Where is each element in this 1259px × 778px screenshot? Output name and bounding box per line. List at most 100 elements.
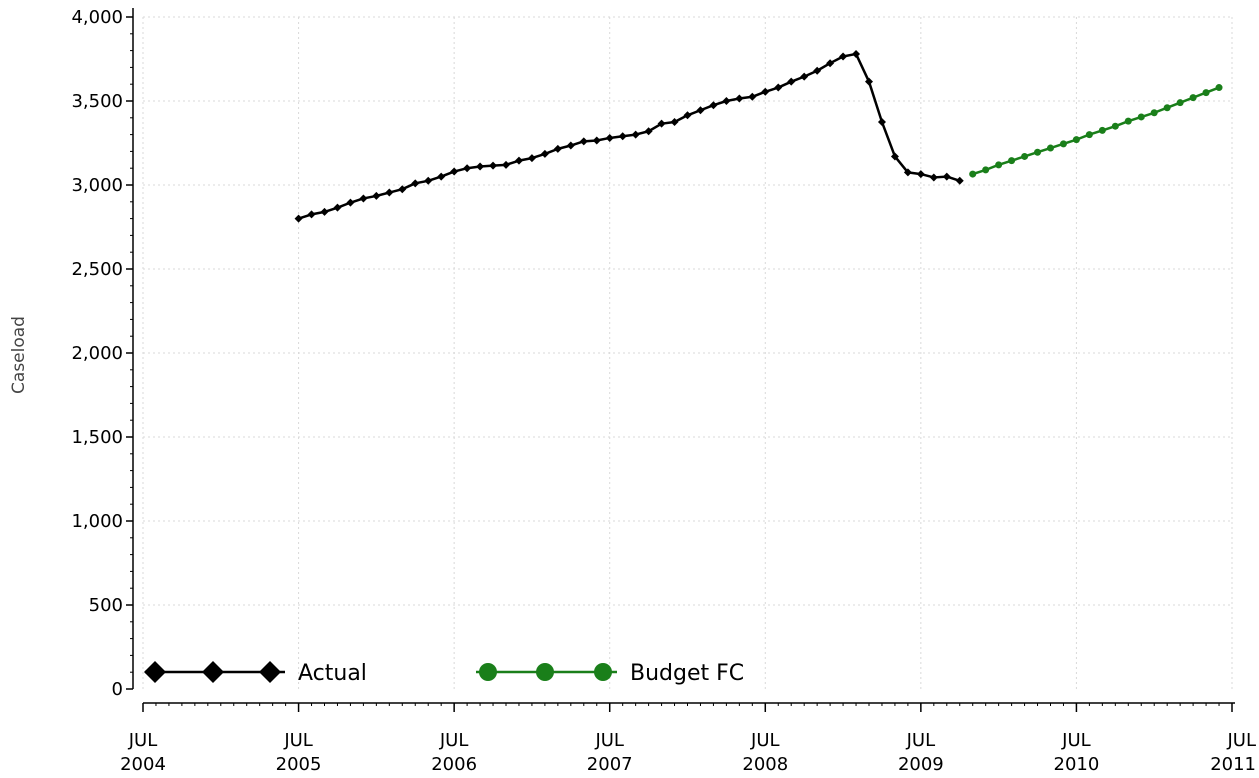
legend: Actual Budget FC: [144, 661, 744, 686]
data-point: [398, 185, 407, 194]
legend-marker: [536, 663, 554, 681]
data-point: [540, 149, 549, 158]
x-tick-label-month: JUL: [1061, 730, 1091, 751]
data-point: [774, 83, 783, 92]
data-point: [294, 214, 303, 223]
data-point: [372, 191, 381, 200]
data-point: [527, 154, 536, 163]
data-point: [852, 49, 861, 58]
y-axis-ticks: 0 500 1,000 1,500 2,000 2,500 3,000 3,500 4,000: [71, 7, 133, 700]
data-point: [579, 137, 588, 146]
data-point: [683, 111, 692, 120]
data-point: [839, 52, 848, 61]
data-point: [553, 144, 562, 153]
data-point: [1059, 140, 1067, 148]
data-point: [1034, 148, 1042, 156]
data-point: [1202, 89, 1210, 97]
data-point: [1085, 131, 1093, 139]
data-point: [722, 97, 731, 105]
data-point: [1124, 117, 1132, 125]
data-point: [385, 188, 394, 197]
data-point: [1150, 109, 1158, 117]
x-tick-label-month: JUL: [906, 730, 936, 751]
data-point: [982, 166, 990, 174]
data-point: [942, 172, 951, 181]
data-point: [1163, 104, 1171, 112]
data-point: [800, 72, 809, 81]
x-tick-label-year: 2006: [431, 754, 477, 775]
data-point: [437, 172, 446, 181]
data-point: [916, 170, 925, 179]
y-tick-label: 1,000: [71, 511, 123, 532]
legend-label: Budget FC: [630, 661, 744, 686]
x-tick-label-year: 2009: [898, 754, 944, 775]
x-tick-label-month: JUL: [283, 730, 313, 751]
series-actual: [294, 49, 964, 223]
data-point: [618, 132, 627, 141]
data-point: [463, 164, 472, 173]
legend-item: Actual: [144, 661, 367, 686]
data-point: [1189, 94, 1197, 102]
data-point: [502, 160, 510, 169]
data-point: [670, 118, 679, 126]
data-point: [865, 77, 873, 86]
x-tick-label-year: 2004: [120, 754, 166, 775]
data-point: [1098, 126, 1106, 134]
data-point: [929, 173, 938, 182]
legend-marker: [144, 661, 166, 683]
legend-marker: [594, 663, 612, 681]
data-point: [1176, 99, 1184, 107]
data-point: [450, 167, 459, 176]
data-point: [1047, 144, 1054, 152]
data-point: [307, 210, 316, 219]
y-tick-label: 3,000: [71, 175, 123, 196]
legend-label: Actual: [298, 661, 367, 686]
y-tick-label: 500: [89, 595, 123, 616]
data-point: [696, 106, 705, 115]
y-tick-label: 3,500: [71, 91, 123, 112]
y-axis-title: Caseload: [9, 316, 29, 394]
y-tick-label: 2,500: [71, 259, 123, 280]
data-point: [709, 101, 718, 110]
x-axis-ticks: JUL 2004 JUL 2005 JUL 2006 JUL 2007 JUL 2008 JUL 20…: [120, 703, 1256, 775]
data-point: [605, 133, 614, 142]
data-point: [955, 176, 964, 185]
x-tick-label-month: JUL: [594, 730, 624, 751]
legend-marker: [202, 661, 224, 683]
data-point: [320, 207, 329, 216]
data-point: [644, 127, 653, 136]
x-tick-label-month: JUL: [128, 730, 158, 751]
data-point: [1137, 113, 1145, 121]
data-point: [735, 94, 744, 103]
data-point: [476, 162, 485, 171]
data-point: [748, 92, 757, 101]
data-point: [514, 156, 523, 165]
data-point: [1111, 122, 1119, 130]
data-point: [903, 168, 912, 177]
data-point: [995, 161, 1003, 169]
x-tick-label-year: 2010: [1054, 754, 1100, 775]
gridlines: [142, 16, 1233, 689]
legend-marker: [259, 661, 281, 683]
data-point: [631, 130, 640, 139]
series-layer: [294, 49, 1223, 223]
series-line: [298, 52, 961, 220]
y-tick-label: 1,500: [71, 427, 123, 448]
data-point: [489, 161, 498, 170]
data-point: [657, 119, 666, 128]
x-tick-label-year: 2008: [742, 754, 788, 775]
data-point: [1021, 152, 1029, 160]
y-tick-label: 4,000: [71, 7, 123, 28]
data-point: [566, 141, 575, 150]
x-tick-label-month: JUL: [1226, 730, 1256, 751]
legend-marker: [479, 663, 497, 681]
data-point: [787, 77, 796, 86]
data-point: [969, 170, 977, 178]
data-point: [424, 176, 433, 185]
data-point: [1008, 157, 1016, 165]
data-point: [592, 136, 601, 145]
x-tick-label-year: 2005: [276, 754, 322, 775]
data-point: [411, 179, 420, 188]
data-point: [359, 194, 368, 203]
